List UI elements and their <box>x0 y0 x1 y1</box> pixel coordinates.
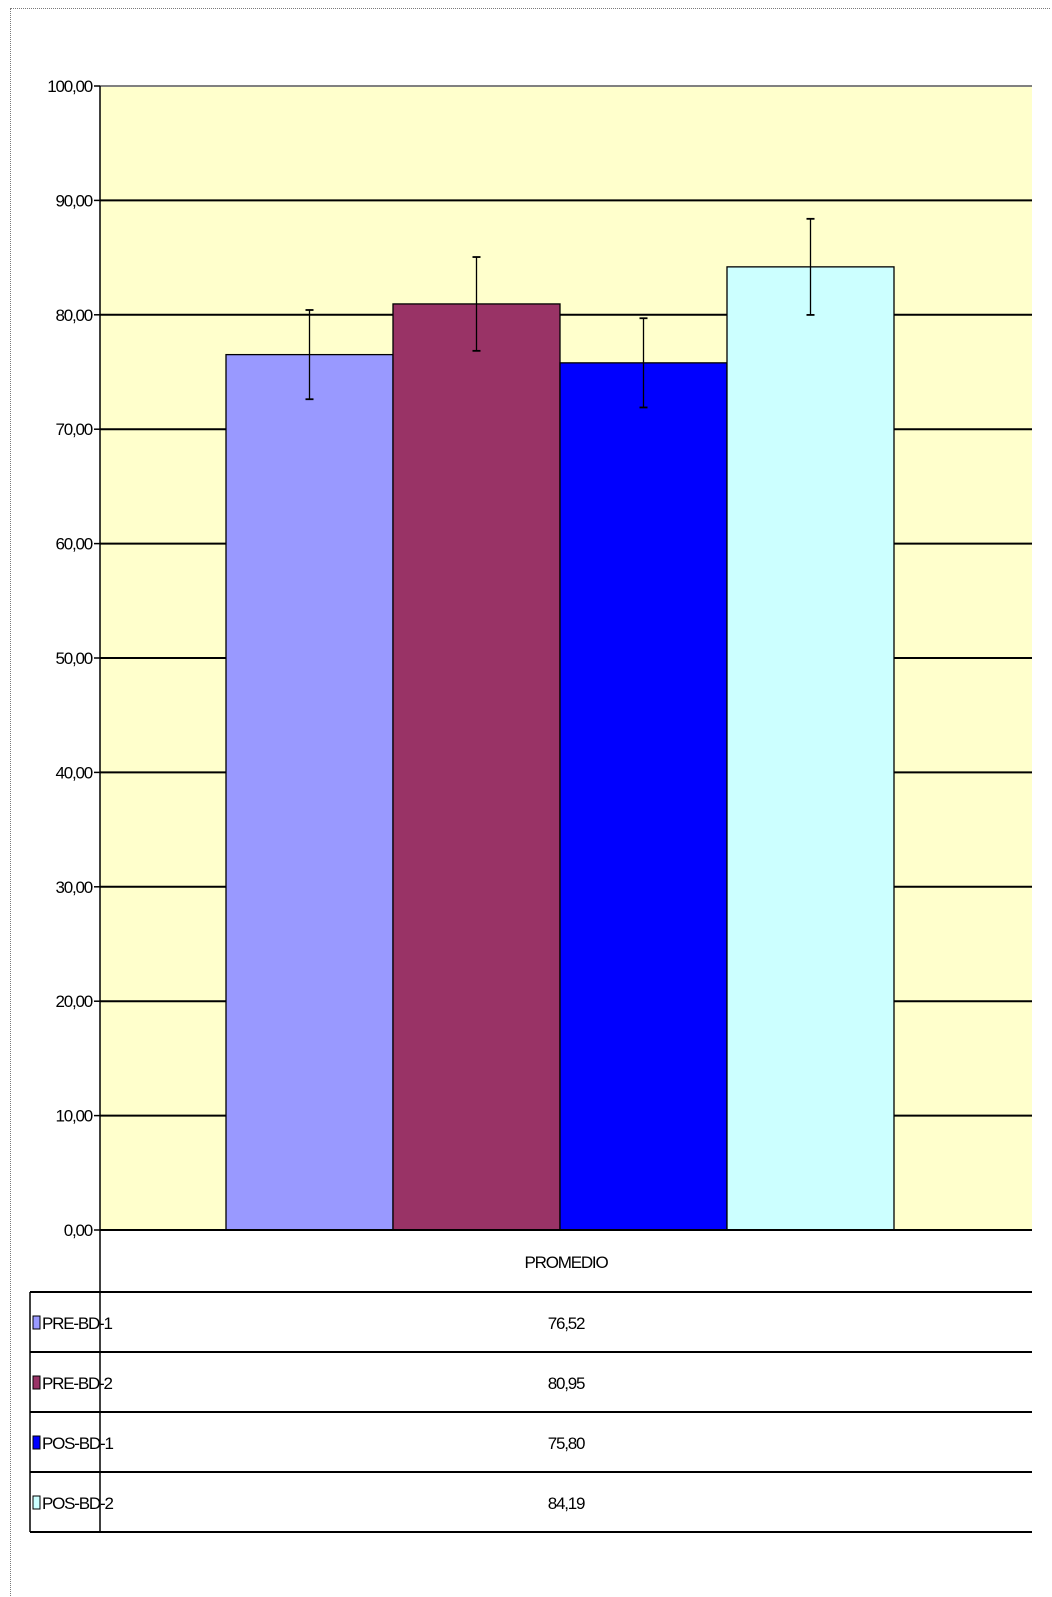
table-value: 75,80 <box>548 1434 585 1453</box>
y-tick-label: 100,00 <box>47 77 93 96</box>
y-tick-label: 60,00 <box>55 535 92 554</box>
bar-pre-bd-1 <box>225 353 394 1231</box>
legend-label: PRE-BD-1 <box>42 1314 112 1333</box>
table-value: 80,95 <box>548 1374 585 1393</box>
legend-swatch-pre-bd-2 <box>32 1375 41 1390</box>
y-tick-label: 50,00 <box>55 649 92 668</box>
bars <box>225 266 895 1231</box>
table-category-label: PROMEDIO <box>525 1253 609 1272</box>
legend-swatch-pos-bd-2 <box>32 1495 41 1510</box>
y-tick-label: 90,00 <box>55 191 92 210</box>
legend-label: POS-BD-1 <box>42 1434 113 1453</box>
bar-pos-bd-2 <box>726 266 895 1231</box>
data-table: PROMEDIO PRE-BD-1 76,52 PRE-BD-2 80,95 POS-BD… <box>29 1230 1032 1533</box>
y-tick-label: 0,00 <box>64 1221 93 1240</box>
legend-label: POS-BD-2 <box>42 1494 113 1513</box>
y-tick-label: 10,00 <box>55 1107 92 1126</box>
legend-swatch-pos-bd-1 <box>32 1435 41 1450</box>
axes: 0,00 10,00 20,00 30,00 40,00 50,00 60,00 70,00 8… <box>47 77 1032 1240</box>
table-value: 84,19 <box>548 1494 585 1513</box>
y-tick-label: 40,00 <box>55 763 92 782</box>
y-tick-label: 20,00 <box>55 992 92 1011</box>
chart-frame <box>10 8 1050 1596</box>
y-tick-label: 30,00 <box>55 878 92 897</box>
legend-swatch-pre-bd-1 <box>32 1315 41 1330</box>
bar-pre-bd-2 <box>392 303 561 1231</box>
table-value: 76,52 <box>548 1314 585 1333</box>
bar-pos-bd-1 <box>559 362 728 1231</box>
y-tick-label: 80,00 <box>55 306 92 325</box>
error-bars <box>305 217 815 409</box>
legend-label: PRE-BD-2 <box>42 1374 112 1393</box>
y-tick-label: 70,00 <box>55 420 92 439</box>
